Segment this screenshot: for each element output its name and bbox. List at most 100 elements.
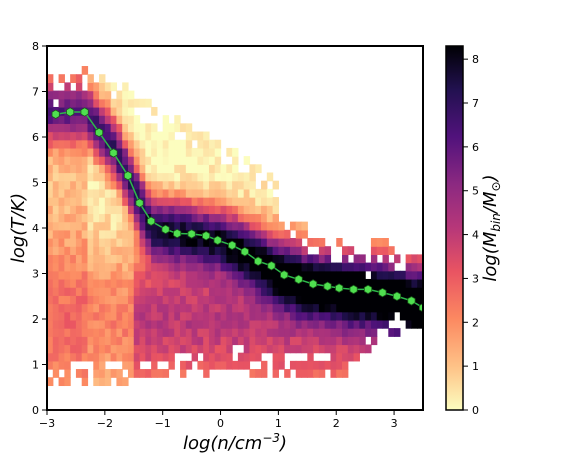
heatmap-cell: [139, 123, 146, 133]
heatmap-cell: [58, 360, 65, 370]
heatmap-cell: [87, 344, 94, 354]
heatmap-cell: [139, 369, 146, 378]
heatmap-cell: [174, 246, 181, 255]
heatmap-cell: [104, 156, 112, 165]
heatmap-cell: [203, 369, 210, 378]
heatmap-cell: [313, 336, 320, 346]
heatmap-cell: [370, 319, 378, 329]
heatmap-cell: [272, 270, 279, 280]
heatmap-cell: [64, 360, 71, 370]
heatmap-cell: [261, 213, 268, 223]
heatmap-cell: [110, 98, 118, 108]
heatmap-cell: [266, 328, 274, 337]
heatmap-cell: [214, 319, 222, 329]
heatmap-cell: [353, 319, 360, 329]
heatmap-cell: [127, 295, 135, 305]
heatmap-cell: [168, 278, 175, 288]
heatmap-cell: [301, 246, 308, 255]
heatmap-cell: [232, 262, 239, 272]
heatmap-cell: [342, 319, 349, 329]
heatmap-cell: [342, 287, 349, 296]
heatmap-cell: [87, 328, 94, 337]
heatmap-cell: [284, 262, 291, 272]
heatmap-cell: [220, 278, 227, 288]
heatmap-cell: [185, 205, 193, 215]
heatmap-cell: [122, 213, 129, 223]
colorbar-tick-label: 4: [472, 229, 479, 242]
heatmap-cell: [180, 123, 187, 133]
heatmap-cell: [156, 287, 164, 296]
heatmap-cell: [139, 287, 146, 296]
heatmap-cell: [70, 147, 77, 157]
heatmap-cell: [156, 156, 164, 165]
heatmap-cell: [411, 311, 418, 321]
heatmap-cell: [232, 270, 239, 280]
heatmap-cell: [208, 156, 216, 165]
heatmap-cell: [220, 221, 227, 231]
heatmap-cell: [64, 131, 71, 141]
heatmap-cell: [81, 180, 89, 190]
heatmap-cell: [122, 287, 129, 296]
heatmap-cell: [122, 295, 129, 305]
heatmap-cell: [261, 246, 268, 255]
heatmap-cell: [47, 74, 54, 83]
median-point: [95, 127, 104, 138]
heatmap-cell: [214, 147, 222, 157]
heatmap-cell: [318, 303, 326, 313]
heatmap-cell: [330, 278, 337, 288]
heatmap-cell: [75, 115, 83, 124]
heatmap-cell: [388, 270, 395, 280]
heatmap-cell: [151, 180, 158, 190]
heatmap-cell: [75, 131, 83, 141]
heatmap-cell: [243, 352, 251, 362]
heatmap-cell: [272, 262, 279, 272]
heatmap-cell: [122, 98, 129, 108]
heatmap-cell: [133, 139, 141, 149]
heatmap-cell: [278, 246, 285, 255]
heatmap-cell: [99, 377, 106, 387]
heatmap-cell: [81, 213, 89, 223]
heatmap-cell: [249, 246, 256, 255]
heatmap-cell: [162, 197, 170, 206]
heatmap-cell: [151, 213, 158, 223]
heatmap-cell: [75, 238, 83, 247]
heatmap-cell: [99, 352, 106, 362]
heatmap-cell: [174, 238, 181, 247]
heatmap-cell: [58, 106, 65, 116]
heatmap-cell: [197, 172, 204, 182]
heatmap-cell: [208, 336, 216, 346]
heatmap-cell: [151, 344, 158, 354]
heatmap-cell: [324, 303, 332, 313]
heatmap-cell: [417, 262, 423, 272]
heatmap-cell: [58, 278, 65, 288]
heatmap-cell: [180, 172, 187, 182]
heatmap-cell: [145, 229, 152, 239]
heatmap-cell: [191, 270, 198, 280]
heatmap-cell: [330, 262, 337, 272]
heatmap-cell: [70, 156, 77, 165]
heatmap-cell: [220, 360, 227, 370]
heatmap-cell: [52, 344, 60, 354]
heatmap-cell: [365, 295, 372, 305]
heatmap-cell: [156, 303, 164, 313]
heatmap-cell: [47, 90, 54, 100]
heatmap-cell: [162, 344, 170, 354]
median-point: [147, 216, 156, 226]
heatmap-cell: [156, 180, 164, 190]
heatmap-cell: [87, 139, 94, 149]
heatmap-cell: [336, 295, 343, 305]
heatmap-cell: [127, 221, 135, 231]
median-point: [51, 109, 60, 119]
heatmap-cell: [237, 229, 245, 239]
heatmap-cell: [99, 328, 106, 337]
heatmap-cell: [342, 262, 349, 272]
heatmap-cell: [336, 319, 343, 329]
heatmap-cell: [185, 180, 193, 190]
heatmap-cell: [58, 328, 65, 337]
heatmap-cell: [394, 287, 401, 296]
heatmap-cell: [278, 336, 285, 346]
heatmap-cell: [64, 270, 71, 280]
heatmap-cell: [151, 156, 158, 165]
heatmap-cell: [58, 238, 65, 247]
heatmap-cell: [365, 344, 372, 354]
